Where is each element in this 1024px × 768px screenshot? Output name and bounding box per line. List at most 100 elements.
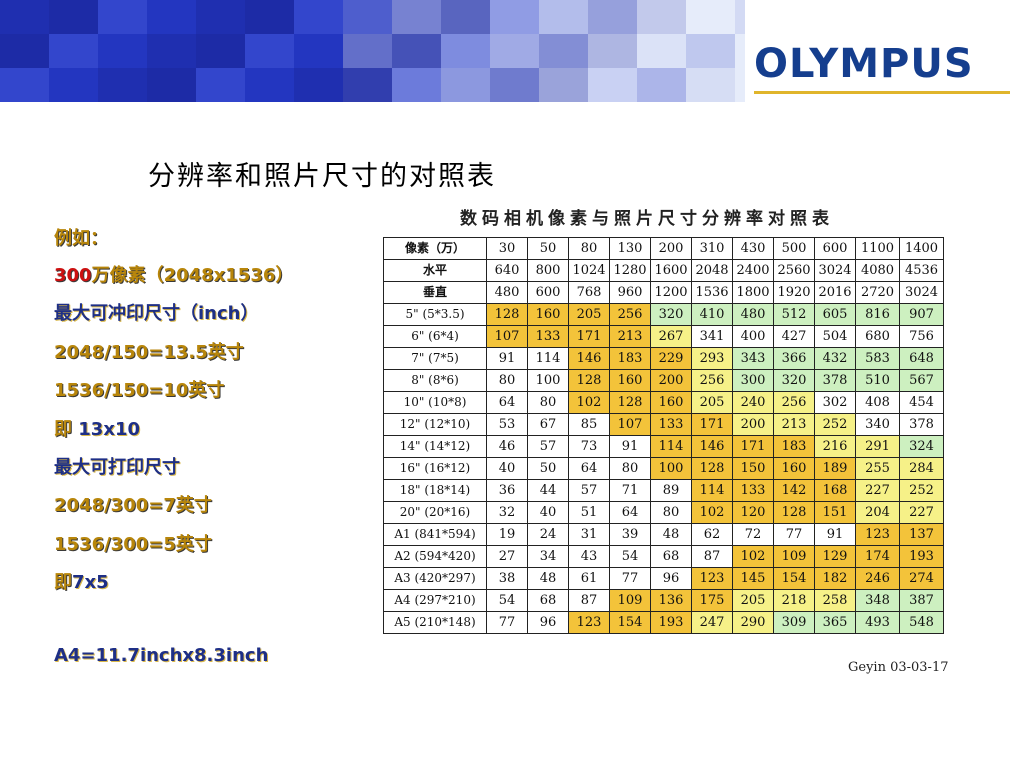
table-cell: 48 <box>650 523 692 546</box>
table-cell: 64 <box>609 501 651 524</box>
table-cell: 246 <box>855 567 900 590</box>
table-cell: 229 <box>650 347 692 370</box>
banner-tile <box>196 0 245 34</box>
table-cell: 85 <box>568 413 610 436</box>
row-label: 10" (10*8) <box>383 391 487 414</box>
banner-tile <box>98 34 147 68</box>
banner-tile <box>196 34 245 68</box>
row-label: 8" (8*6) <box>383 369 487 392</box>
banner-tile <box>588 0 637 34</box>
banner-tile <box>98 0 147 34</box>
header-cell: 800 <box>527 259 569 282</box>
banner-tile <box>245 68 294 102</box>
header-cell: 3024 <box>899 281 944 304</box>
banner-tile <box>343 0 392 34</box>
table-cell: 154 <box>609 611 651 634</box>
table-cell: 160 <box>527 303 569 326</box>
table-row: 8" (8*6) 80 100 128 160 200 256 300 320 378 510 567 <box>383 369 944 392</box>
table-cell: 136 <box>650 589 692 612</box>
table-cell: 512 <box>773 303 815 326</box>
table-cell: 57 <box>527 435 569 458</box>
logo-area <box>745 0 1024 102</box>
table-cell: 96 <box>650 567 692 590</box>
banner-tile <box>343 68 392 102</box>
table-cell: 432 <box>814 347 856 370</box>
table-cell: 114 <box>527 347 569 370</box>
table-cell: 91 <box>814 523 856 546</box>
table-cell: 309 <box>773 611 815 634</box>
banner-tile <box>49 68 98 102</box>
table-cell: 171 <box>691 413 733 436</box>
banner-tile <box>637 0 686 34</box>
table-cell: 168 <box>814 479 856 502</box>
header-cell: 2048 <box>691 259 733 282</box>
table-cell: 44 <box>527 479 569 502</box>
note-pixels: 300万像素（2048x1536） <box>54 261 293 287</box>
header-cell: 2720 <box>855 281 900 304</box>
banner-tile <box>686 68 735 102</box>
table-cell: 107 <box>609 413 651 436</box>
table-cell: 150 <box>732 457 774 480</box>
banner-tile <box>637 68 686 102</box>
row-label: 垂直 <box>383 281 487 304</box>
header-cell: 310 <box>691 237 733 260</box>
table-cell: 291 <box>855 435 900 458</box>
table-cell: 102 <box>568 391 610 414</box>
table-cell: 320 <box>773 369 815 392</box>
note-result-2: 即7x5 <box>54 568 109 594</box>
header-cell: 4536 <box>899 259 944 282</box>
table-cell: 87 <box>568 589 610 612</box>
table-cell: 64 <box>486 391 528 414</box>
table-cell: 205 <box>732 589 774 612</box>
banner-tile <box>196 68 245 102</box>
row-label: A3 (420*297) <box>383 567 487 590</box>
table-cell: 182 <box>814 567 856 590</box>
table-cell: 284 <box>899 457 944 480</box>
table-cell: 205 <box>568 303 610 326</box>
table-cell: 36 <box>486 479 528 502</box>
table-cell: 34 <box>527 545 569 568</box>
table-cell: 123 <box>568 611 610 634</box>
table-cell: 38 <box>486 567 528 590</box>
table-cell: 67 <box>527 413 569 436</box>
table-cell: 171 <box>732 435 774 458</box>
banner-tile <box>245 0 294 34</box>
note-result-1-value: 13x10 <box>78 419 140 440</box>
table-cell: 183 <box>609 347 651 370</box>
table-cell: 302 <box>814 391 856 414</box>
banner-tile <box>294 68 343 102</box>
table-cell: 129 <box>814 545 856 568</box>
table-cell: 77 <box>486 611 528 634</box>
table-row: A5 (210*148) 77 96 123 154 193 247 290 309 365 493… <box>383 611 944 634</box>
banner-tile <box>245 34 294 68</box>
table-header-row: 垂直 480 600 768 960 1200 1536 1800 1920 2016 2720 30… <box>383 281 944 304</box>
table-cell: 205 <box>691 391 733 414</box>
table-cell: 146 <box>568 347 610 370</box>
banner-tile <box>0 68 49 102</box>
table-cell: 39 <box>609 523 651 546</box>
table-cell: 340 <box>855 413 900 436</box>
banner-tile <box>588 68 637 102</box>
table-cell: 216 <box>814 435 856 458</box>
table-cell: 366 <box>773 347 815 370</box>
header-cell: 640 <box>486 259 528 282</box>
table-cell: 80 <box>609 457 651 480</box>
table-cell: 227 <box>855 479 900 502</box>
table-cell: 71 <box>609 479 651 502</box>
table-cell: 43 <box>568 545 610 568</box>
banner-tile <box>294 0 343 34</box>
table-cell: 46 <box>486 435 528 458</box>
row-label: 6" (6*4) <box>383 325 487 348</box>
table-cell: 193 <box>899 545 944 568</box>
table-cell: 61 <box>568 567 610 590</box>
table-cell: 109 <box>773 545 815 568</box>
header-cell: 768 <box>568 281 610 304</box>
table-cell: 480 <box>732 303 774 326</box>
row-label: 14" (14*12) <box>383 435 487 458</box>
banner-tile <box>686 0 735 34</box>
table-cell: 504 <box>814 325 856 348</box>
header-cell: 30 <box>486 237 528 260</box>
banner-tile <box>0 0 49 34</box>
table-cell: 256 <box>691 369 733 392</box>
table-cell: 160 <box>609 369 651 392</box>
